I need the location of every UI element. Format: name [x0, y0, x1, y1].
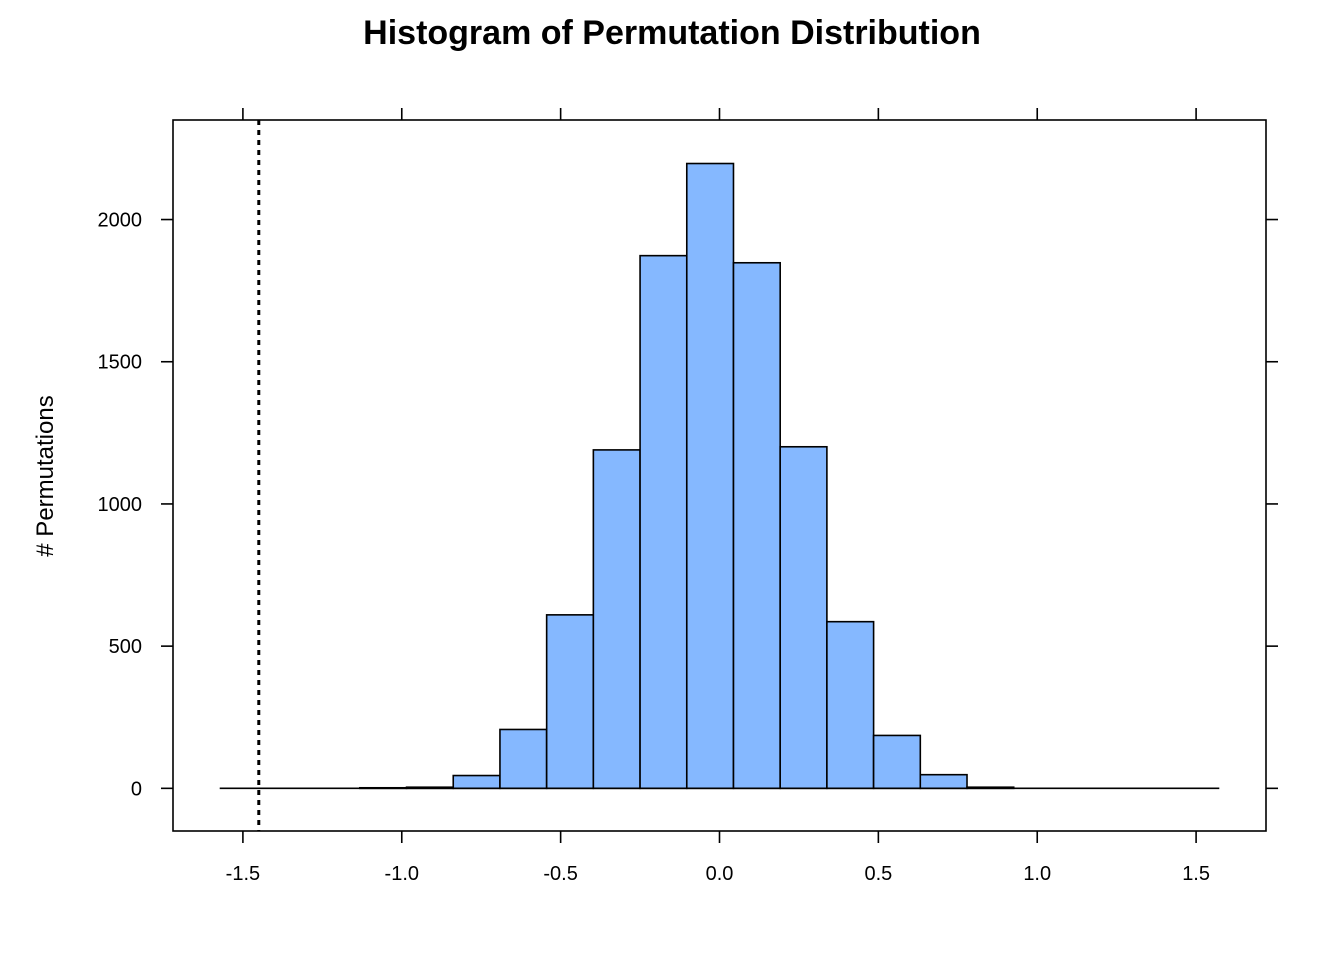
histogram-bar [826, 620, 875, 790]
histogram-bar [872, 734, 922, 790]
y-tick-label: 1000 [98, 494, 143, 516]
histogram-bar [919, 773, 968, 790]
x-tick-label: -0.5 [543, 863, 577, 885]
histogram-bar [452, 774, 501, 790]
plot-frame [172, 119, 1267, 832]
histogram-bar [685, 162, 735, 790]
x-tick-label: 1.0 [1023, 863, 1051, 885]
histogram-bar [732, 261, 781, 790]
chart-title: Histogram of Permutation Distribution [363, 14, 981, 52]
histogram-bar [639, 254, 688, 790]
bars-group [359, 162, 1015, 790]
x-tick-label: 0.0 [706, 863, 734, 885]
x-tick-label: 0.5 [864, 863, 892, 885]
histogram-bar [592, 449, 641, 790]
x-tick-label: -1.5 [226, 863, 260, 885]
axes-group: -1.5 -1.0 -0.5 0.0 0.5 1.0 1.5 0 500 1000 1500 2000 [98, 108, 1278, 885]
y-axis-label: # Permutations [32, 395, 59, 556]
y-tick-label: 0 [131, 778, 142, 800]
x-tick-label: -1.0 [385, 863, 419, 885]
x-tick-label: 1.5 [1182, 863, 1210, 885]
histogram-bar [545, 614, 595, 790]
y-tick-label: 500 [109, 636, 142, 658]
histogram-bar [499, 728, 548, 790]
y-tick-label: 2000 [98, 210, 143, 232]
histogram-bar [779, 445, 828, 790]
y-tick-label: 1500 [98, 352, 143, 374]
